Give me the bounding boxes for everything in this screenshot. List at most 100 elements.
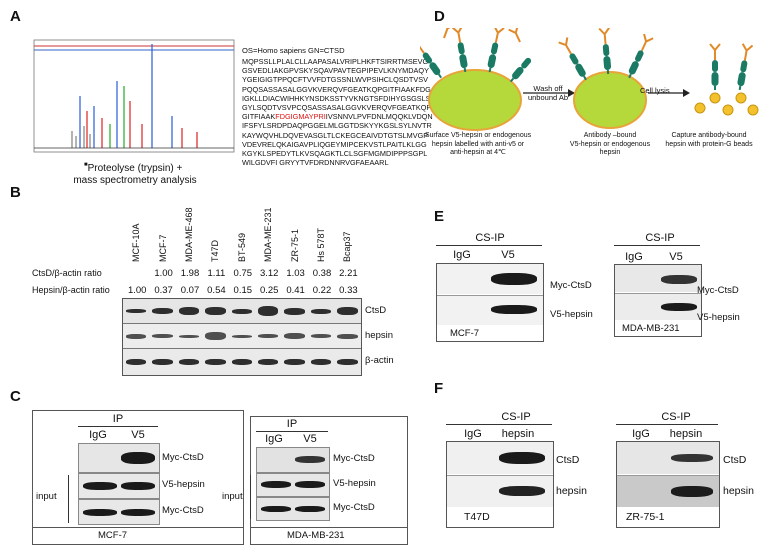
e-right-row2-label: V5-hepsin (697, 312, 740, 323)
cell-line-label: MDA-ME-468 (184, 207, 194, 262)
c-right-row2-label: V5-hepsin (333, 478, 376, 489)
e-left-col-igg: IgG (453, 249, 471, 261)
c-left-blot-row2 (78, 473, 160, 499)
blot-band (337, 307, 358, 315)
sequence-line: IGKLLDIACWIHHKYNSDKSSTYVKNGTSFDIHYGSGSLS (242, 93, 431, 103)
blot-band (284, 359, 305, 365)
step2-caption: Antibody –bound V5-hepsin or endogenous … (569, 132, 651, 157)
hepsin-ratio-value: 0.37 (154, 285, 173, 296)
e-right-blot (614, 264, 702, 322)
blot-label-hepsin: hepsin (365, 330, 393, 341)
c-right-col-v5: V5 (303, 433, 317, 445)
sequence-line: YGEIGIGTPPQCFTVVFDTGSSNLWVPSIHCLQSDTVSV (242, 75, 428, 85)
blot-band (284, 307, 305, 315)
c-left-col-v5: V5 (131, 429, 145, 441)
panel-label-b: B (10, 184, 21, 201)
blot-band (205, 359, 226, 365)
panel-a-caption: Proteolyse (trypsin) + mass spectrometry… (73, 163, 197, 186)
ctsd-ratio-value: 1.98 (180, 268, 200, 279)
f-left-blot (446, 441, 554, 509)
e-right-col-v5: V5 (669, 251, 683, 263)
f-left-row1-label: CtsD (556, 454, 580, 466)
step1-label: Wash off unbound Ab (527, 84, 569, 102)
ctsd-ratio-value: 0.75 (233, 268, 253, 279)
cell-line-label: Hs 578T (316, 227, 326, 262)
blot-band (205, 307, 226, 315)
c-left-cell-label: MCF-7 (98, 530, 128, 541)
star-mark: ■ (84, 162, 88, 168)
blot-band (258, 359, 279, 365)
ctsd-ratio-value: 2.21 (339, 268, 358, 279)
panel-b-blot (122, 298, 362, 376)
e-left-row2-label: V5-hepsin (550, 309, 593, 320)
panel-label-e: E (434, 208, 445, 225)
blot-band (152, 359, 173, 365)
f-right-row2-label: hepsin (723, 485, 754, 497)
blot-band (126, 359, 147, 365)
f-left-col-hepsin: hepsin (501, 428, 535, 440)
e-left-col-v5: V5 (501, 249, 515, 261)
c-left-row2-label: V5-hepsin (162, 479, 205, 490)
blot-band (152, 308, 173, 314)
cell-line-label: MDA-ME-231 (263, 207, 274, 262)
e-right-ip-label: CS-IP (645, 232, 675, 244)
c-right-ip-label: IP (286, 418, 298, 430)
hepsin-ratio-value: 0.07 (180, 285, 200, 296)
ctsd-ratio-value: 1.00 (154, 268, 173, 279)
e-left-cell-label: MCF-7 (450, 328, 480, 339)
c-left-col-igg: IgG (89, 429, 107, 441)
f-right-blot (616, 441, 720, 509)
blot-band (337, 333, 358, 339)
sequence-line: MQPSSLLPLALCLLAAPASALVRIPLHKFTSIRRTMSEVG (242, 57, 429, 66)
e-right-row1-label: Myc-CtsD (697, 285, 739, 296)
blot-band (258, 334, 279, 338)
blot-band (178, 359, 200, 365)
f-right-cell-box (616, 507, 720, 528)
sequence-line: KGYKLSPEDYTLKVSQAGKTLCLSGFMGMDIPPPSGPL (242, 149, 428, 159)
sequence-line: VDEVRELQKAIGAVPLIQGEYMIPCEKVSTLPAITLKLGG (242, 139, 427, 149)
sequence-header: OS=Homo sapiens GN=CTSD (242, 46, 345, 55)
ctsd-ratio-value: 0.38 (312, 268, 332, 279)
c-left-input-label: input (36, 491, 57, 502)
cs-ip-schematic (420, 28, 759, 131)
e-left-row1-label: Myc-CtsD (550, 280, 592, 291)
c-right-input-label: input (222, 491, 243, 502)
blot-band (231, 334, 252, 338)
step2-label: Cell lysis (640, 86, 670, 95)
e-right-cell-box (614, 320, 702, 337)
blot-band (310, 308, 332, 314)
hepsin-ratio-value: 1.00 (127, 285, 147, 296)
blot-label-actin: β-actin (365, 355, 394, 366)
e-left-cell-box (436, 325, 544, 342)
c-left-row1-label: Myc-CtsD (162, 452, 204, 463)
panel-label-a: A (10, 8, 21, 25)
blot-label-ctsd: CtsD (365, 305, 387, 316)
sequence-line: GYLSQDTVSVPCQSASSASALGGVKVERQVFGEATKQP (242, 103, 432, 113)
e-left-blot (436, 263, 544, 327)
blot-band (284, 333, 305, 339)
hepsin-ratio-value: 0.54 (207, 285, 226, 296)
sequence-text: IVSNNVLPVFDNLMQQKLVDQN (325, 112, 433, 122)
e-right-cell-label: MDA-MB-231 (622, 323, 680, 334)
e-right-col-igg: IgG (625, 251, 643, 263)
f-left-cell-box (446, 507, 554, 528)
f-right-ip-label: CS-IP (661, 411, 691, 423)
hepsin-ratio-value: 0.33 (339, 285, 358, 296)
c-right-blot-row1 (256, 447, 330, 473)
step1-caption: Surface V5-hepsin or endogenous hepsin l… (424, 132, 532, 157)
ctsd-ratio-value: 3.12 (259, 268, 279, 279)
cell-line-label: Bcap37 (342, 231, 353, 262)
sequence-line: PQQSASSASALGGVKVERQVFGEATKQPGITFIAAKFDG (242, 84, 431, 94)
panel-label-d: D (434, 8, 445, 25)
c-left-blot-row3 (78, 499, 160, 525)
sequence-line: GSVEDLIAKGPVSKYSQAVPAVTEGPIPEVLKNYMDAQY (242, 66, 429, 76)
ctsd-ratio-label: CtsD/β-actin ratio (32, 268, 102, 278)
protein-sequence: MQPSSLLPLALCLLAAPASALVRIPLHKFTSIRRTMSEVG… (242, 57, 433, 167)
hepsin-ratio-value: 0.41 (286, 285, 305, 296)
f-left-cell-label: T47D (464, 511, 490, 523)
hepsin-ratio-value: 0.15 (233, 285, 253, 296)
blot-band (126, 333, 147, 339)
sequence-line: WILGDVFI GRYYTVFDRDNNRVGFAEAARL (242, 158, 389, 168)
cell-line-label: MCF-7 (157, 234, 168, 263)
step3-caption: Capture antibody-bound hepsin with prote… (665, 132, 753, 148)
